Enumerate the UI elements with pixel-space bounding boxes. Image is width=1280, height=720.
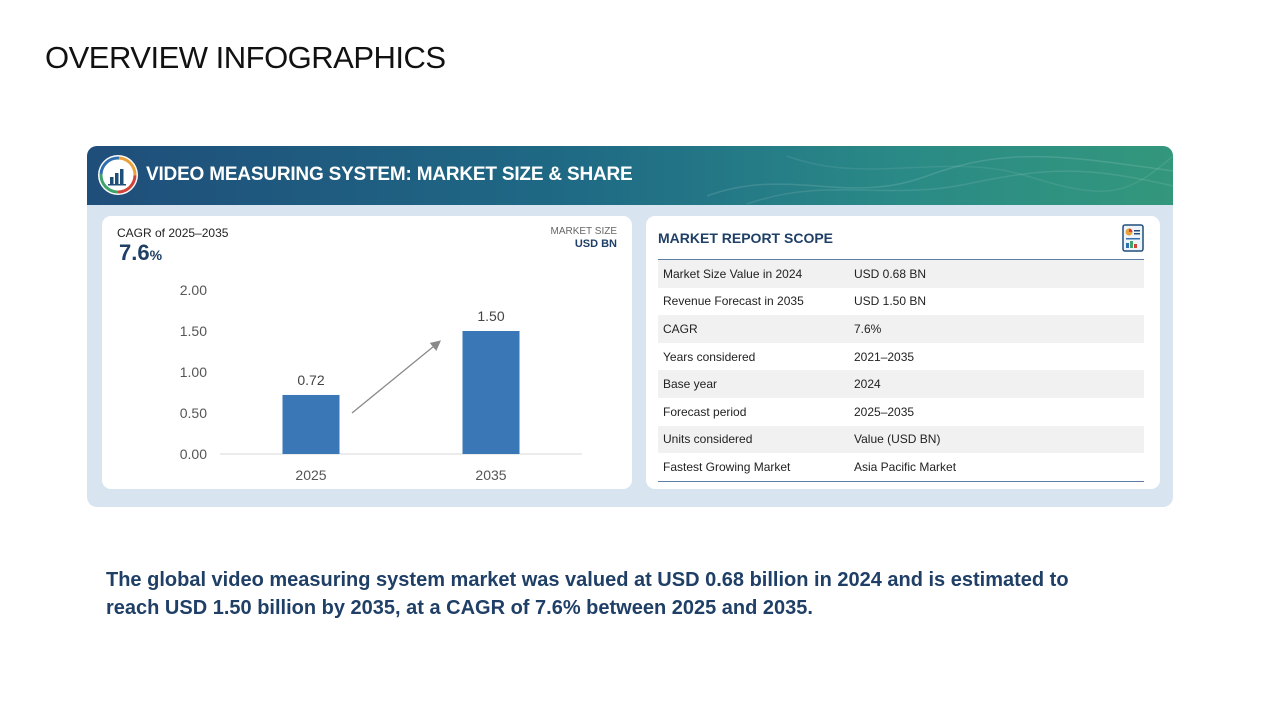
infographic-panel: VIDEO MEASURING SYSTEM: MARKET SIZE & SH… bbox=[87, 146, 1173, 507]
scope-row-key: Base year bbox=[658, 370, 854, 398]
bar-chart-gauge-icon bbox=[98, 155, 138, 195]
scope-row-value: 2025–2035 bbox=[854, 398, 1144, 426]
table-row: Base year 2024 bbox=[658, 370, 1144, 398]
scope-row-key: Forecast period bbox=[658, 398, 854, 426]
table-row: Forecast period 2025–2035 bbox=[658, 398, 1144, 426]
banner-title: VIDEO MEASURING SYSTEM: MARKET SIZE & SH… bbox=[146, 164, 633, 186]
scope-row-key: CAGR bbox=[658, 315, 854, 343]
scope-row-key: Units considered bbox=[658, 426, 854, 454]
scope-row-key: Market Size Value in 2024 bbox=[658, 260, 854, 288]
data-label: 0.72 bbox=[297, 372, 324, 388]
scope-row-value: 2024 bbox=[854, 370, 1144, 398]
table-row: Revenue Forecast in 2035 USD 1.50 BN bbox=[658, 288, 1144, 316]
scope-row-value: Asia Pacific Market bbox=[854, 453, 1144, 481]
y-tick-label: 1.00 bbox=[180, 364, 207, 380]
y-tick-label: 0.50 bbox=[180, 405, 207, 421]
scope-title: MARKET REPORT SCOPE bbox=[658, 230, 833, 246]
scope-row-key: Revenue Forecast in 2035 bbox=[658, 288, 854, 316]
scope-row-key: Years considered bbox=[658, 343, 854, 371]
report-scope-card: MARKET REPORT SCOPE Market Size Value in… bbox=[646, 216, 1160, 489]
market-size-card: CAGR of 2025–2035 7.6% MARKET SIZE USD B… bbox=[102, 216, 632, 489]
bar bbox=[283, 395, 340, 454]
banner: VIDEO MEASURING SYSTEM: MARKET SIZE & SH… bbox=[87, 146, 1173, 205]
table-row: Fastest Growing Market Asia Pacific Marke… bbox=[658, 453, 1144, 481]
data-label: 1.50 bbox=[477, 308, 504, 324]
scope-row-value: USD 1.50 BN bbox=[854, 288, 1144, 316]
table-row: CAGR 7.6% bbox=[658, 315, 1144, 343]
x-tick-label: 2035 bbox=[475, 467, 506, 483]
growth-arrow bbox=[352, 342, 439, 413]
bar-chart: 0.00 0.50 1.00 1.50 2.00 0.72 2025 1.50 2035 bbox=[102, 216, 632, 489]
scope-row-value: USD 0.68 BN bbox=[854, 260, 1144, 288]
scope-row-value: Value (USD BN) bbox=[854, 426, 1144, 454]
page-title: OVERVIEW INFOGRAPHICS bbox=[45, 40, 446, 76]
y-tick-label: 0.00 bbox=[180, 446, 207, 462]
x-tick-label: 2025 bbox=[295, 467, 326, 483]
summary-text: The global video measuring system market… bbox=[106, 566, 1106, 622]
table-row: Years considered 2021–2035 bbox=[658, 343, 1144, 371]
y-tick-label: 2.00 bbox=[180, 282, 207, 298]
bar bbox=[463, 331, 520, 454]
scope-table: Market Size Value in 2024 USD 0.68 BN Reve… bbox=[658, 259, 1144, 482]
scope-row-key: Fastest Growing Market bbox=[658, 453, 854, 481]
scope-row-value: 7.6% bbox=[854, 315, 1144, 343]
table-row: Units considered Value (USD BN) bbox=[658, 426, 1144, 454]
scope-row-value: 2021–2035 bbox=[854, 343, 1144, 371]
y-tick-label: 1.50 bbox=[180, 323, 207, 339]
report-document-icon bbox=[1122, 224, 1144, 252]
table-row: Market Size Value in 2024 USD 0.68 BN bbox=[658, 260, 1144, 288]
